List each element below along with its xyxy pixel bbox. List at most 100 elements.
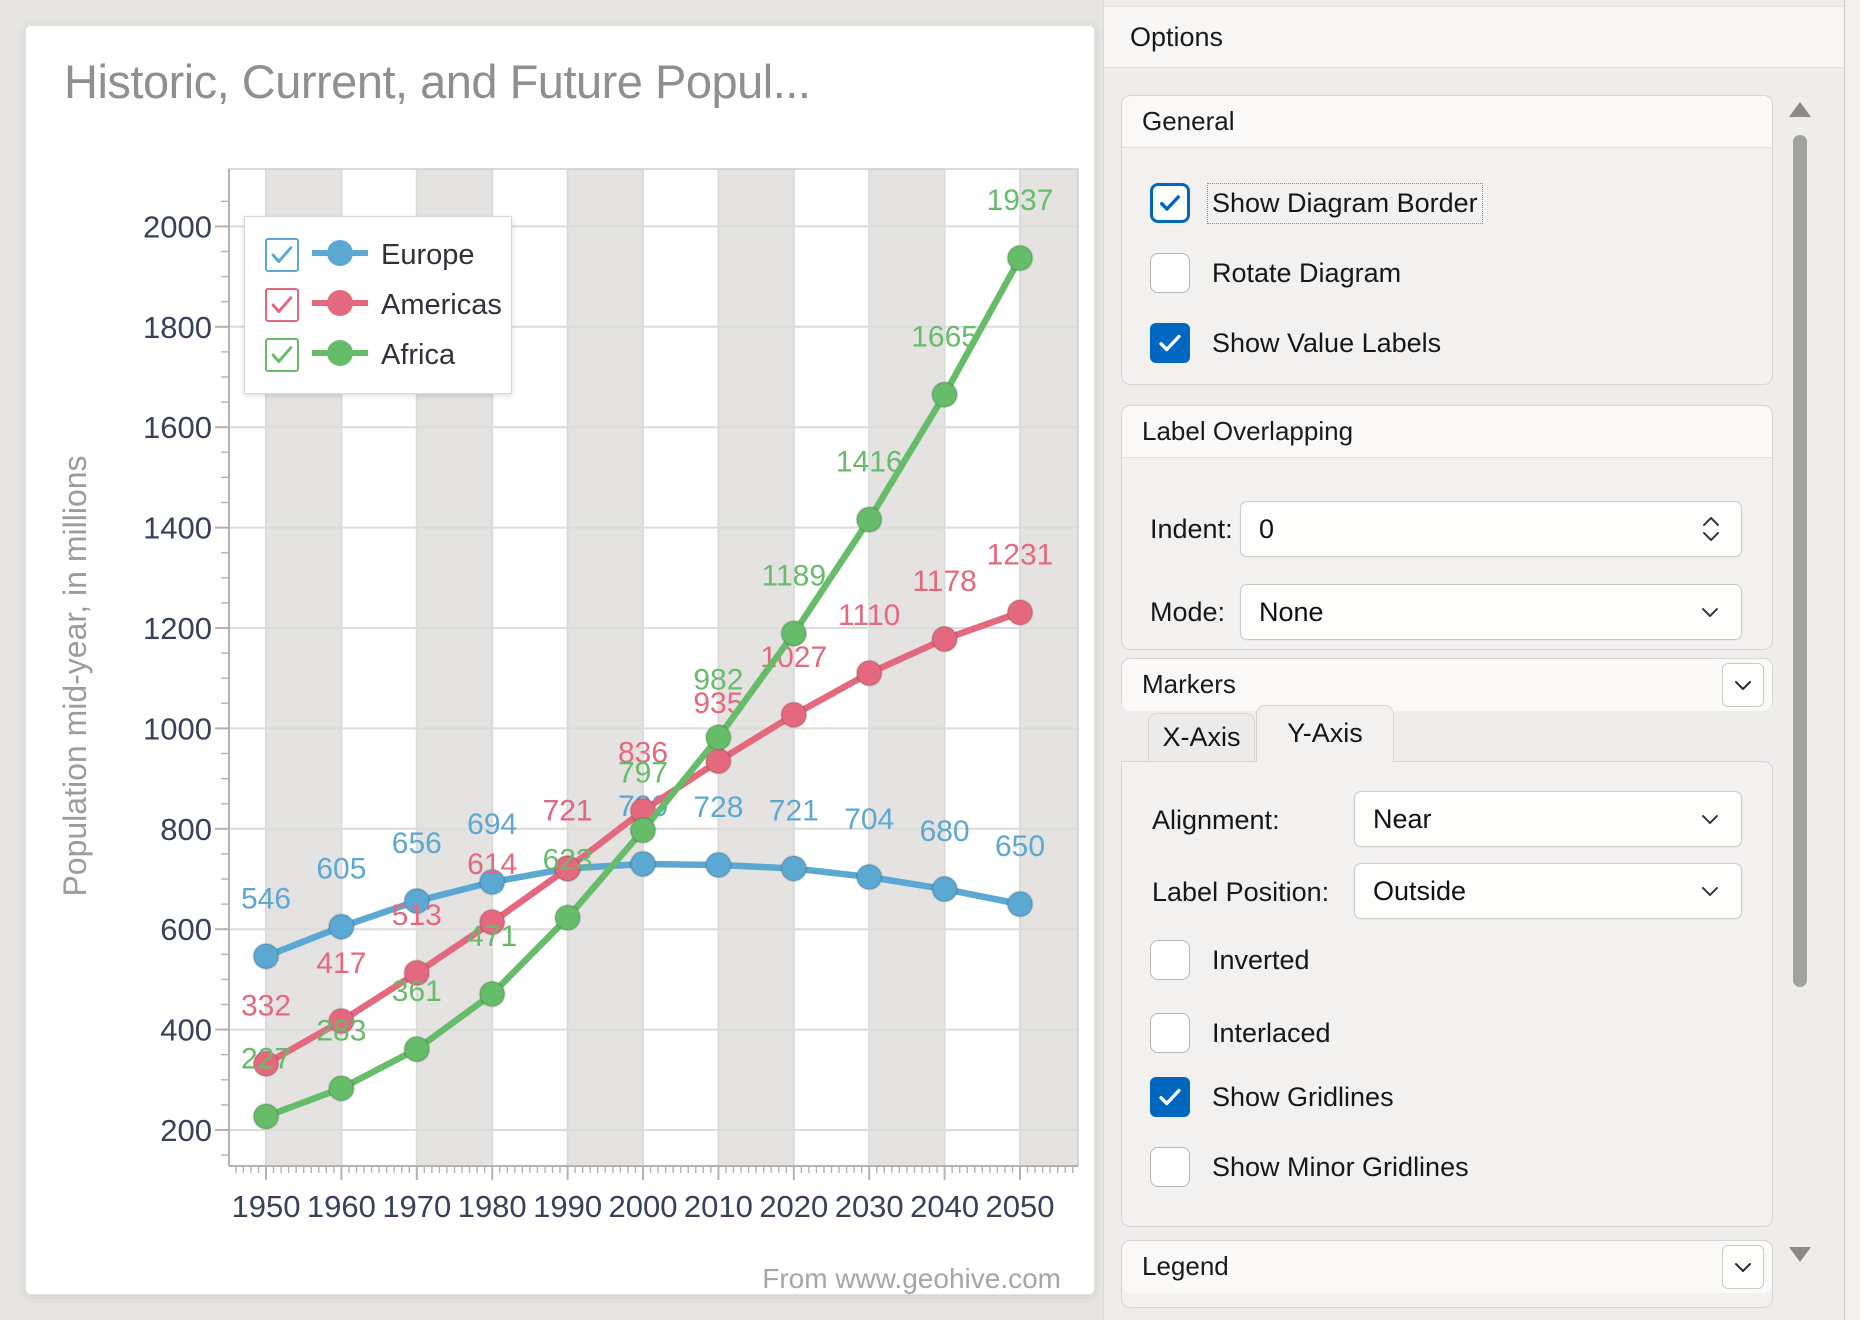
series-point [478, 908, 506, 936]
y-tick-label: 2000 [143, 209, 212, 244]
group-general: General Show Diagram Border Rotate Diagr… [1121, 95, 1773, 385]
label-position-combobox[interactable]: Outside [1354, 863, 1742, 919]
spin-up-down-icon[interactable] [1699, 512, 1723, 546]
x-tick-label: 2040 [910, 1189, 979, 1224]
legend-item-europe: Europe [245, 230, 511, 280]
population-chart: 200 400 600 800 1000 1200 1400 1600 1800 2000 1950… [57, 168, 1079, 1294]
value-label: 283 [316, 1014, 366, 1047]
chevron-down-icon [1702, 887, 1718, 896]
x-tick-label: 2020 [759, 1189, 828, 1224]
checkbox-box[interactable] [1150, 253, 1190, 293]
panel-right-gutter [1845, 0, 1860, 1320]
series-point [704, 851, 732, 879]
value-label: 1665 [911, 321, 978, 354]
label-position-label: Label Position: [1152, 877, 1330, 907]
series-point [780, 701, 808, 729]
x-tick-label: 1960 [307, 1189, 376, 1224]
legend-checkbox[interactable] [265, 238, 299, 272]
axes [215, 169, 1078, 1180]
checkbox-show-value-labels[interactable]: Show Value Labels [1150, 323, 1441, 363]
value-label: 614 [467, 848, 517, 881]
scroll-up-button[interactable] [1789, 102, 1811, 117]
value-label: 1231 [987, 538, 1054, 571]
series-point [554, 904, 582, 932]
checkbox-label: Rotate Diagram [1212, 257, 1402, 288]
checkbox-show-diagram-border[interactable]: Show Diagram Border [1150, 182, 1483, 224]
series-point [629, 850, 657, 878]
mode-value: None [1259, 596, 1324, 627]
scrollbar-thumb[interactable] [1793, 135, 1807, 987]
checkbox-box[interactable] [1150, 323, 1190, 363]
series-point [252, 1102, 280, 1130]
series-point [855, 659, 883, 687]
tab-y-axis[interactable]: Y-Axis [1256, 705, 1394, 762]
value-label: 680 [920, 815, 970, 848]
checkbox-inverted[interactable]: Inverted [1150, 940, 1310, 980]
series-point [704, 723, 732, 751]
checkbox-show-gridlines[interactable]: Show Gridlines [1150, 1077, 1394, 1117]
y-tick-label: 200 [160, 1113, 212, 1148]
chart-card: 200 400 600 800 1000 1200 1400 1600 1800 2000 1950… [25, 25, 1095, 1295]
series-point [1006, 598, 1034, 626]
tab-x-axis[interactable]: X-Axis [1148, 713, 1255, 761]
group-label-overlapping-header: Label Overlapping [1122, 406, 1772, 458]
value-label: 704 [844, 803, 894, 836]
series-point [780, 854, 808, 882]
options-panel-title: Options [1130, 22, 1224, 52]
check-icon [1159, 1088, 1181, 1106]
group-legend-title: Legend [1142, 1251, 1229, 1281]
legend-checkbox[interactable] [265, 338, 299, 372]
legend-marker-icon [312, 336, 368, 375]
value-label: 361 [392, 975, 442, 1008]
group-label-overlapping: Label Overlapping Indent: 0 Mode: None [1121, 405, 1773, 650]
legend-expand-button[interactable] [1722, 1245, 1764, 1289]
checkbox-box[interactable] [1150, 940, 1190, 980]
legend-series-name: Americas [381, 288, 502, 321]
indent-spin-editor[interactable]: 0 [1240, 501, 1742, 557]
y-tick-label: 400 [160, 1013, 212, 1048]
value-label: 836 [618, 737, 668, 770]
y-tick-label: 1000 [143, 711, 212, 746]
legend-checkbox[interactable] [265, 288, 299, 322]
options-panel: Options General Show Diagram Border Rota… [1103, 0, 1860, 1320]
panel-divider [1844, 0, 1845, 1320]
y-tick-label: 600 [160, 912, 212, 947]
checkbox-box[interactable] [1150, 1147, 1190, 1187]
checkbox-show-minor-gridlines[interactable]: Show Minor Gridlines [1150, 1147, 1469, 1187]
group-label-overlapping-title: Label Overlapping [1142, 416, 1354, 446]
series-point [327, 1007, 355, 1035]
markers-expand-button[interactable] [1722, 663, 1764, 707]
checkbox-label: Show Diagram Border [1207, 182, 1483, 224]
check-icon [271, 346, 293, 363]
checkbox-box[interactable] [1150, 1077, 1190, 1117]
y-tick-label: 1600 [143, 410, 212, 445]
y-axis-tab-panel: Alignment: Near Label Position: Outside … [1121, 761, 1773, 1227]
group-legend: Legend [1121, 1240, 1773, 1308]
series-point [403, 959, 431, 987]
legend-marker-icon [312, 286, 368, 325]
check-icon [1159, 334, 1181, 352]
value-label: 1110 [838, 599, 900, 632]
value-label: 513 [392, 899, 442, 932]
value-label: 728 [693, 791, 743, 824]
mode-combobox[interactable]: None [1240, 584, 1742, 640]
interlace-band [718, 169, 794, 1166]
value-label: 650 [995, 830, 1045, 863]
scroll-down-button[interactable] [1789, 1247, 1811, 1262]
value-label: 605 [316, 853, 366, 886]
checkbox-box[interactable] [1150, 1013, 1190, 1053]
checkbox-interlaced[interactable]: Interlaced [1150, 1013, 1331, 1053]
attribution-text: From www.geohive.com [762, 1263, 1061, 1294]
alignment-combobox[interactable]: Near [1354, 791, 1742, 847]
group-markers: Markers [1121, 658, 1773, 711]
series-point [327, 1074, 355, 1102]
checkbox-rotate-diagram[interactable]: Rotate Diagram [1150, 253, 1401, 293]
legend-item-africa: Africa [245, 330, 511, 380]
value-label: 623 [543, 844, 593, 877]
x-tick-label: 2050 [986, 1189, 1055, 1224]
value-label: 721 [543, 794, 593, 827]
chevron-down-icon [1702, 608, 1718, 617]
group-markers-header: Markers [1122, 659, 1772, 711]
checkbox-box[interactable] [1150, 183, 1190, 223]
